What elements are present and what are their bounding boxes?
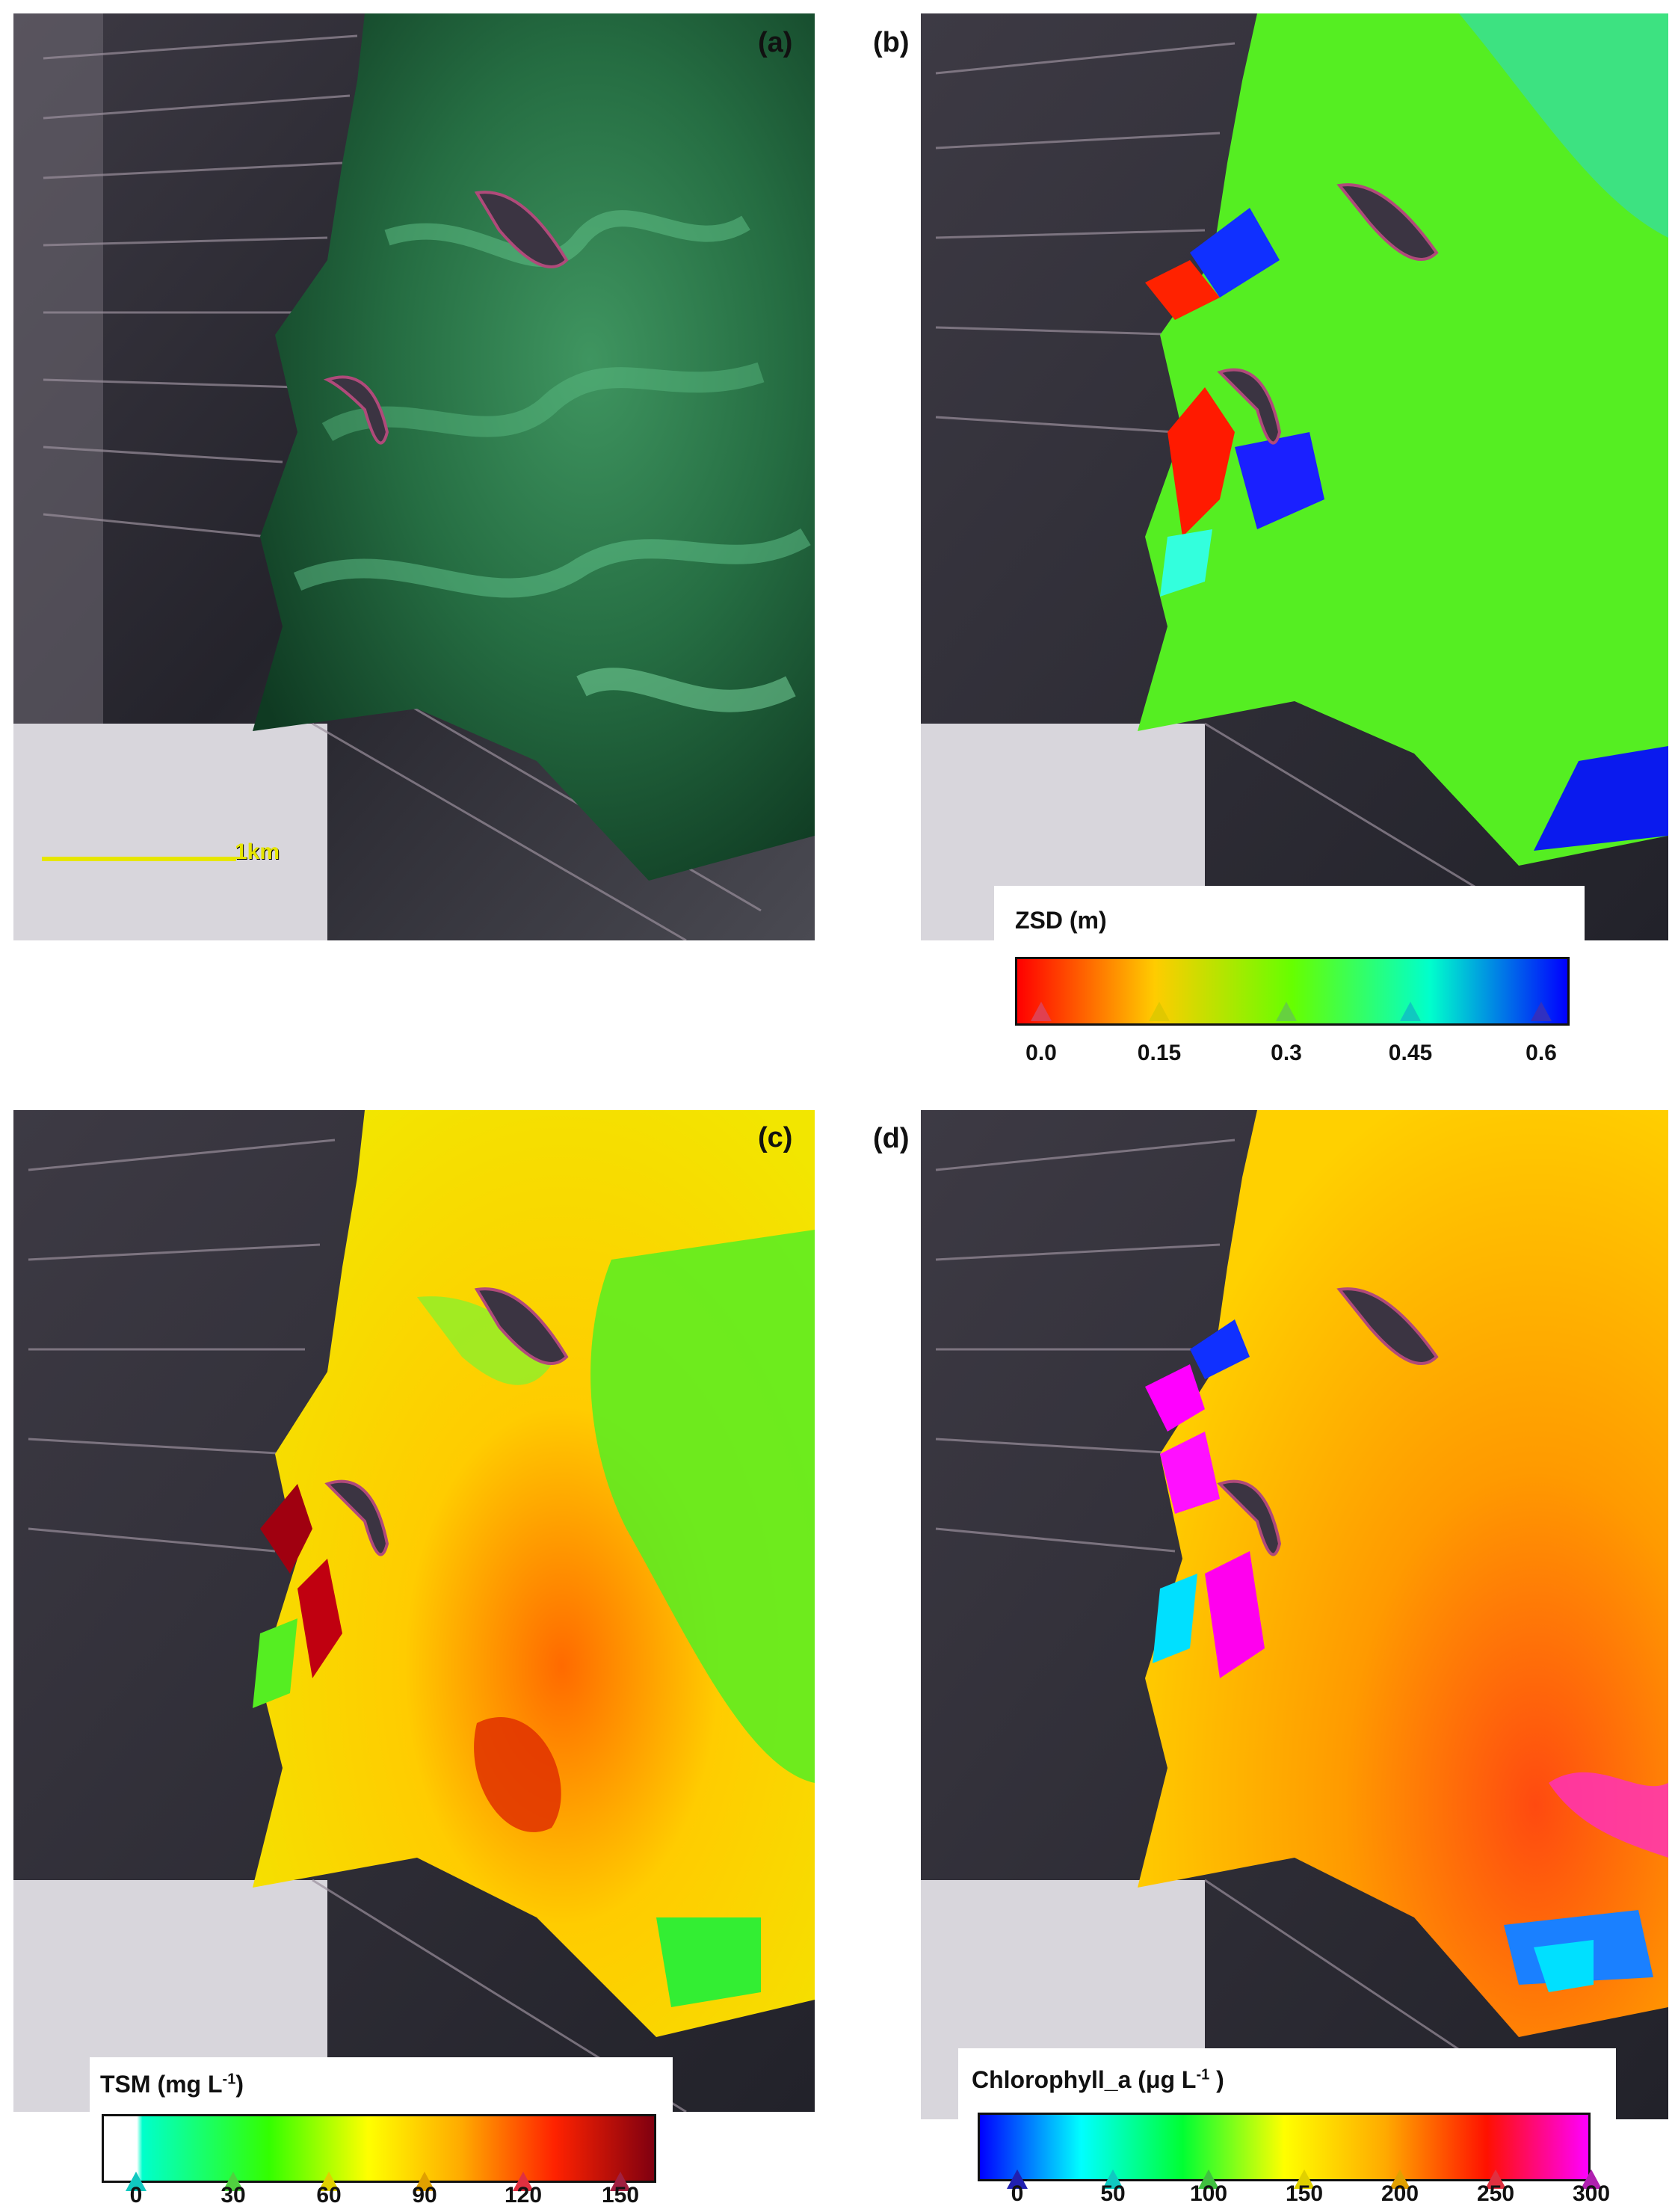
zsd-tick-3: 0.45 (1388, 1041, 1433, 1065)
chl-tick-marker-3 (1294, 2169, 1315, 2189)
zsd-tick-marker-3 (1400, 1002, 1421, 1021)
zsd-tick-marker-4 (1531, 1002, 1552, 1021)
tsm-tick-5: 150 (601, 2183, 640, 2208)
chl-tick-2: 100 (1189, 2181, 1228, 2206)
chl-tick-marker-2 (1198, 2169, 1219, 2189)
tsm-tick-0: 0 (129, 2183, 143, 2208)
chl-tick-marker-5 (1485, 2169, 1506, 2189)
tsm-tick-3: 90 (412, 2183, 437, 2208)
chl-tick-3: 150 (1285, 2181, 1324, 2206)
tsm-tick-4: 120 (504, 2183, 543, 2208)
chl-tick-marker-6 (1581, 2169, 1602, 2189)
tsm-tick-marker-4 (513, 2172, 534, 2191)
tsm-tick-marker-1 (223, 2172, 244, 2191)
panel-b-zsd-map: (b) (921, 13, 1668, 940)
zsd-tick-1: 0.15 (1137, 1041, 1182, 1065)
tsm-tick-marker-2 (318, 2172, 339, 2191)
panel-c-tsm-map: (c) (13, 1110, 815, 2112)
tsm-legend: TSM (mg L-1) (90, 2057, 673, 2212)
zsd-tick-marker-0 (1031, 1002, 1052, 1021)
chl-tick-4: 200 (1381, 2181, 1419, 2206)
zsd-tick-marker-2 (1276, 1002, 1297, 1021)
tsm-tick-marker-5 (610, 2172, 631, 2191)
zsd-legend-title: ZSD (m) (1015, 907, 1107, 934)
chl-tick-6: 300 (1572, 2181, 1611, 2206)
chl-tick-5: 250 (1476, 2181, 1515, 2206)
zsd-tick-0: 0.0 (1025, 1041, 1057, 1065)
scale-bar (42, 857, 236, 861)
chl-tick-1: 50 (1100, 2181, 1126, 2206)
chl-tick-0: 0 (1011, 2181, 1024, 2206)
panel-a-label: (a) (758, 27, 793, 58)
tsm-colorbar (102, 2114, 656, 2183)
panel-b-label-outer: (b) (873, 27, 910, 58)
tsm-tick-2: 60 (316, 2183, 342, 2208)
chl-tick-marker-0 (1007, 2169, 1028, 2189)
panel-d-chlorophyll-map (921, 1110, 1668, 2119)
chl-tick-marker-1 (1102, 2169, 1123, 2189)
zsd-tick-marker-1 (1149, 1002, 1170, 1021)
tsm-tick-1: 30 (220, 2183, 246, 2208)
panel-c-label: (c) (758, 1122, 793, 1153)
panel-d-label: (d) (873, 1123, 910, 1154)
scale-bar-label: 1km (235, 839, 280, 864)
chl-tick-marker-4 (1389, 2169, 1410, 2189)
tsm-legend-title: TSM (mg L-1) (100, 2071, 244, 2098)
panel-a-true-color-image: (a) 1km (13, 13, 815, 940)
zsd-legend: ZSD (m) (994, 886, 1585, 1058)
tsm-tick-marker-0 (126, 2172, 146, 2191)
zsd-tick-2: 0.3 (1271, 1041, 1302, 1065)
tsm-tick-marker-3 (414, 2172, 435, 2191)
zsd-tick-4: 0.6 (1526, 1041, 1557, 1065)
chlorophyll-legend-title: Chlorophyll_a (μg L-1 ) (972, 2066, 1224, 2093)
chlorophyll-legend: Chlorophyll_a (μg L-1 ) (958, 2048, 1616, 2212)
